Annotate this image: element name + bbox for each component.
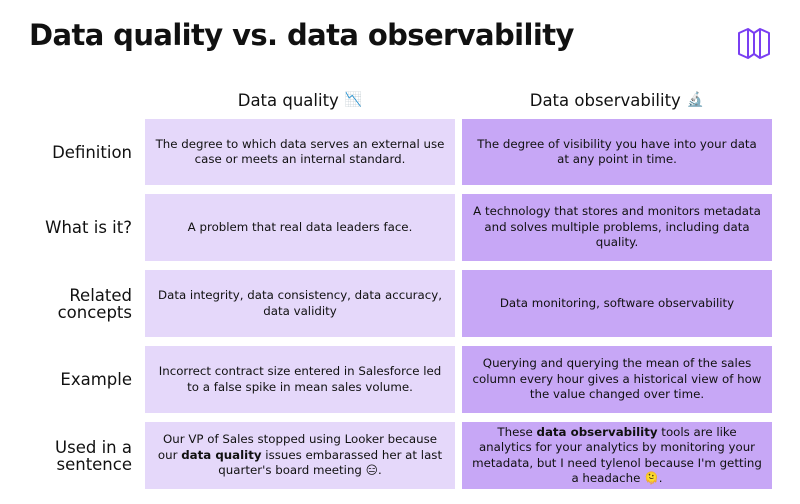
page-title: Data quality vs. data observability (29, 18, 574, 52)
bold-term: data observability (536, 424, 658, 439)
cell-observability-example: Querying and querying the mean of the sa… (462, 346, 772, 413)
cell-quality-used-in-a-sentence: Our VP of Sales stopped using Looker bec… (145, 422, 455, 489)
chart-decreasing-icon: 📉 (344, 92, 363, 108)
cell-quality-example: Incorrect contract size entered in Sales… (145, 346, 455, 413)
column-header-label: Data observability (529, 90, 681, 110)
bold-term: data quality (181, 447, 262, 462)
hexagonal-cube-logo (738, 28, 770, 59)
row-label-example: Example (60, 370, 132, 389)
cell-quality-related-concepts: Data integrity, data consistency, data a… (145, 270, 455, 337)
cell-observability-definition: The degree of visibility you have into y… (462, 119, 772, 185)
row-label-definition: Definition (52, 142, 132, 162)
cell-observability-related-concepts: Data monitoring, software observability (462, 270, 772, 337)
cell-quality-what-is-it: A problem that real data leaders face. (145, 194, 455, 261)
column-header-data-observability: Data observability 🔬 (462, 88, 772, 112)
cell-observability-used-in-a-sentence: These data observability tools are like … (462, 422, 772, 489)
column-header-label: Data quality (237, 90, 339, 110)
microscope-icon: 🔬 (686, 92, 705, 108)
column-header-data-quality: Data quality 📉 (145, 88, 455, 112)
cell-observability-what-is-it: A technology that stores and monitors me… (462, 194, 772, 261)
row-label-related-concepts: Related concepts (57, 285, 132, 322)
cell-quality-definition: The degree to which data serves an exter… (145, 119, 455, 185)
row-label-used-in-a-sentence: Used in a sentence (55, 437, 132, 474)
row-label-what-is-it: What is it? (45, 218, 132, 237)
